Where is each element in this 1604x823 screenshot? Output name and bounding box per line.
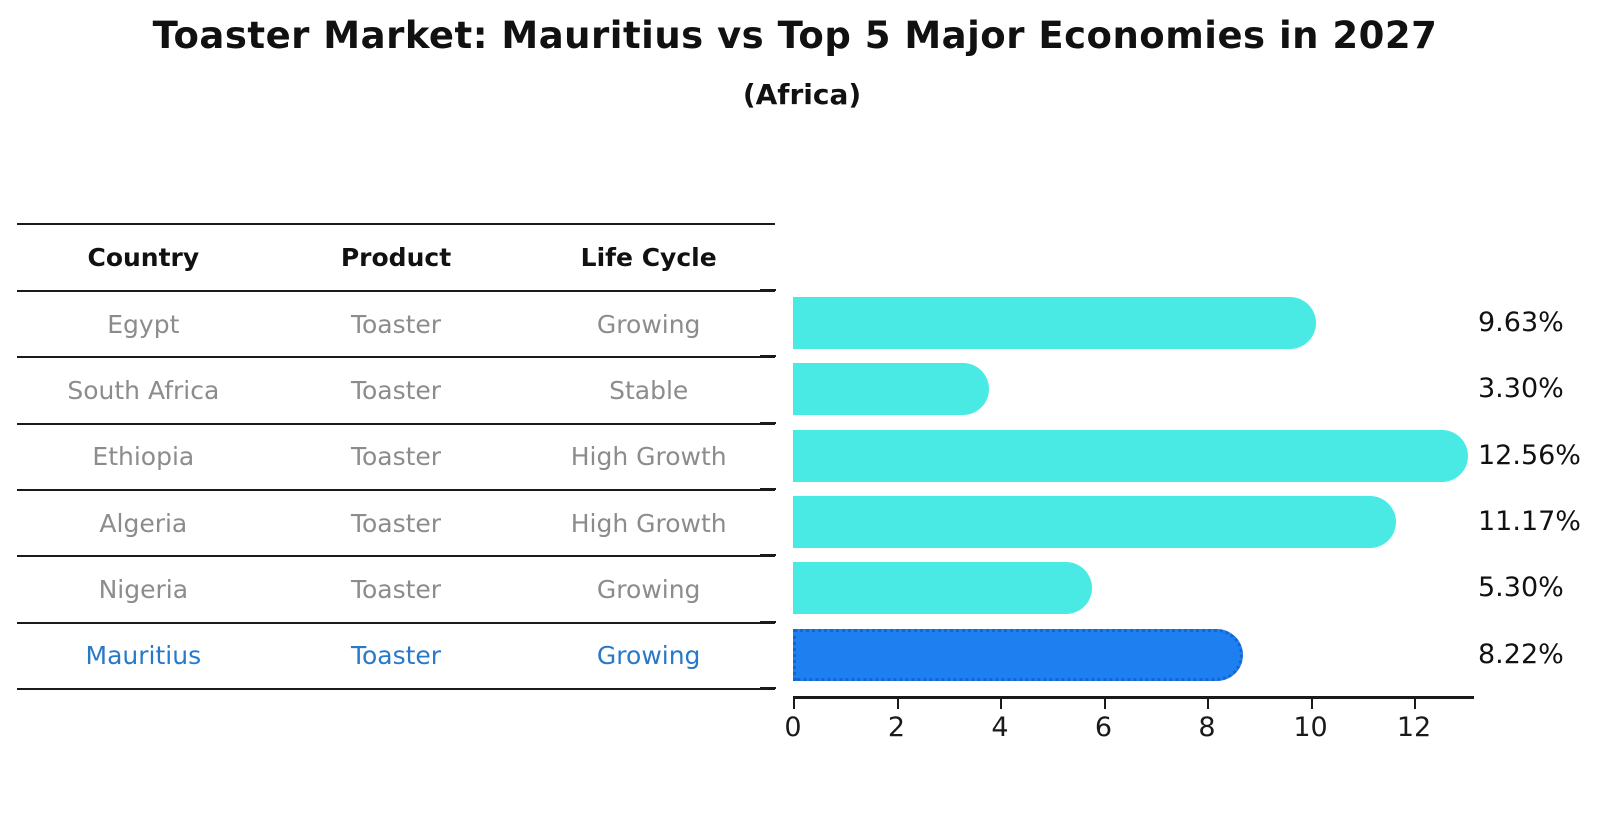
chart-subtitle: (Africa) [742, 78, 862, 111]
bar-ethiopia [793, 429, 1468, 482]
y-axis-minor-tick [760, 686, 776, 689]
x-axis-tick [1414, 698, 1416, 709]
value-label-south-africa: 3.30% [1478, 373, 1564, 405]
bar-egypt [793, 297, 1317, 350]
table-header-life-cycle: Life Cycle [580, 243, 717, 272]
cell-country: Egypt [107, 309, 180, 339]
x-axis-tick [793, 698, 795, 709]
x-axis-ticklabel: 4 [991, 712, 1009, 743]
table-header-country: Country [87, 243, 200, 272]
value-label-ethiopia: 12.56% [1478, 439, 1581, 471]
x-axis-line [793, 696, 1474, 699]
chart-title: Toaster Market: Mauritius vs Top 5 Major… [152, 14, 1438, 57]
bar-nigeria [793, 562, 1093, 615]
x-axis-tick [1103, 698, 1106, 709]
x-axis-ticklabel: 10 [1293, 712, 1328, 743]
x-axis-tick [1000, 698, 1002, 709]
cell-country: Ethiopia [92, 442, 195, 472]
value-label-nigeria: 5.30% [1478, 572, 1564, 604]
table-row-nigeria: Nigeria Toaster Growing [17, 557, 775, 624]
x-axis-ticklabel: 12 [1396, 712, 1432, 743]
comparison-table: Country Product Life Cycle Egypt Toaster Gro… [17, 223, 775, 690]
value-label-mauritius: 8.22% [1478, 638, 1564, 670]
table-row-egypt: Egypt Toaster Growing [17, 292, 775, 359]
x-axis-ticklabel: 0 [784, 712, 802, 743]
x-axis-ticklabel: 2 [887, 712, 906, 743]
cell-country: South Africa [67, 375, 220, 405]
value-label-egypt: 9.63% [1478, 307, 1564, 339]
table-row-mauritius: Mauritius Toaster Growing [17, 624, 775, 690]
cell-life-cycle: Growing [596, 309, 701, 339]
x-axis-tick [1310, 698, 1313, 709]
x-axis-ticklabel: 8 [1198, 712, 1216, 743]
y-axis-minor-tick [760, 487, 776, 490]
table-header-product: Product [340, 243, 452, 272]
y-axis-minor-tick [760, 355, 776, 358]
y-axis-minor-tick [760, 620, 776, 623]
bar-mauritius [793, 628, 1244, 681]
cell-life-cycle: High Growth [570, 442, 727, 472]
y-axis-minor-tick [760, 554, 776, 557]
cell-product: Toaster [350, 508, 442, 538]
cell-country: Algeria [99, 508, 188, 538]
cell-product: Toaster [350, 574, 442, 604]
x-axis-tick [1207, 698, 1209, 709]
table-row-ethiopia: Ethiopia Toaster High Growth [17, 425, 775, 491]
cell-product: Toaster [350, 641, 442, 671]
cell-life-cycle: High Growth [570, 508, 727, 538]
table-header-row: Country Product Life Cycle [17, 225, 775, 292]
y-axis-minor-tick [760, 289, 776, 291]
cell-life-cycle: Growing [596, 574, 701, 604]
cell-life-cycle: Growing [596, 641, 701, 671]
value-label-algeria: 11.17% [1478, 506, 1581, 538]
table-row-south-africa: South Africa Toaster Stable [17, 358, 775, 425]
cell-life-cycle: Stable [609, 375, 689, 405]
x-axis-tick [896, 698, 899, 709]
bar-south-africa [793, 363, 989, 416]
cell-product: Toaster [350, 442, 442, 472]
table-row-algeria: Algeria Toaster High Growth [17, 491, 775, 558]
cell-product: Toaster [350, 309, 442, 339]
cell-country: Nigeria [98, 574, 189, 604]
x-axis-ticklabel: 6 [1094, 712, 1113, 743]
bar-algeria [793, 496, 1397, 549]
cell-country: Mauritius [85, 641, 202, 671]
y-axis-minor-tick [760, 421, 776, 424]
cell-product: Toaster [350, 375, 442, 405]
